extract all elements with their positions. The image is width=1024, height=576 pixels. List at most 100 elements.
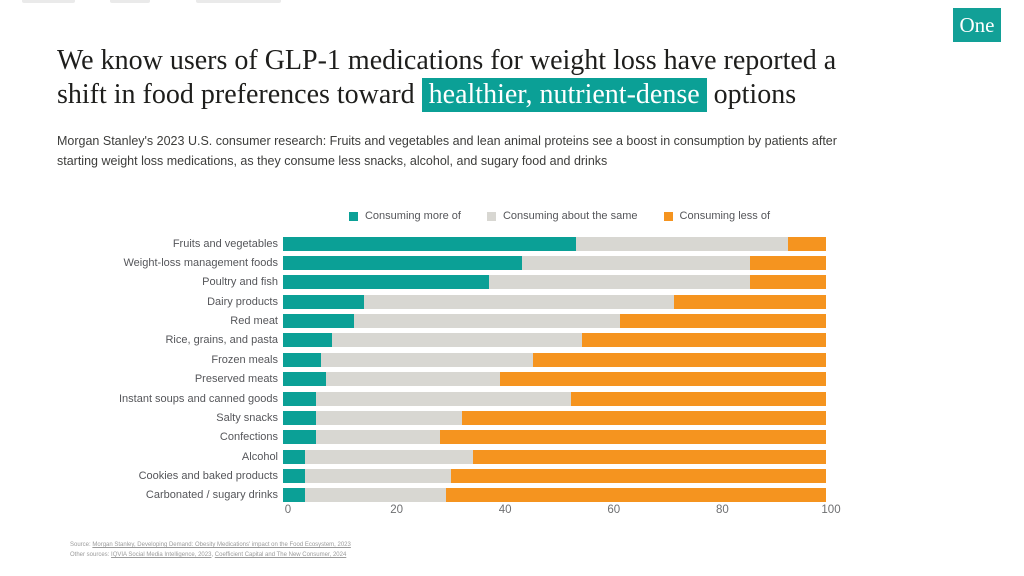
bar-segment-less (749, 256, 826, 271)
bar-segment-more (283, 391, 316, 406)
slide-subtitle: Morgan Stanley's 2023 U.S. consumer rese… (57, 134, 837, 168)
chart-row: Red meat (60, 311, 831, 330)
chart-row: Salty snacks (60, 408, 831, 427)
brand-logo-text: One (959, 12, 995, 37)
brand-logo: One (953, 8, 1001, 42)
bar-track (283, 468, 826, 483)
category-label: Poultry and fish (202, 276, 278, 289)
category-label: Preserved meats (194, 373, 278, 386)
chart-row: Preserved meats (60, 370, 831, 389)
bar-track (283, 430, 826, 445)
x-axis: 0 20 40 60 80 100 (285, 504, 841, 518)
bar-segment-more (283, 410, 316, 425)
chart-row: Instant soups and canned goods (60, 389, 831, 408)
bar-segment-same (489, 275, 750, 290)
x-axis-tick: 20 (390, 504, 403, 516)
bar-segment-same (315, 430, 441, 445)
bar-segment-less (440, 430, 826, 445)
bar-track (283, 236, 826, 251)
bar-track (283, 314, 826, 329)
source-separator: , (211, 552, 215, 559)
chart-row: Weight-loss management foods (60, 253, 831, 272)
x-axis-tick: 100 (821, 504, 841, 516)
bar-segment-same (321, 352, 533, 367)
bar-segment-less (749, 275, 826, 290)
bar-track (283, 391, 826, 406)
chart-row: Rice, grains, and pasta (60, 331, 831, 350)
top-edge-artifact (22, 0, 75, 3)
legend-swatch-teal-icon (348, 211, 358, 221)
title-line-2-post: options (706, 79, 797, 111)
bar-segment-same (353, 314, 620, 329)
bar-segment-less (462, 410, 826, 425)
legend-item-consuming-more: Consuming more of (348, 210, 461, 222)
top-edge-artifact (196, 0, 281, 3)
bar-track (283, 352, 826, 367)
bar-segment-same (331, 333, 582, 348)
bar-track (283, 372, 826, 387)
bar-track (283, 488, 826, 503)
source-link[interactable]: Morgan Stanley, Developing Demand: Obesi… (92, 542, 351, 548)
slide-title: We know users of GLP-1 medications for w… (57, 44, 937, 113)
bar-segment-same (304, 449, 474, 464)
bar-segment-same (315, 410, 463, 425)
category-label: Confections (219, 431, 278, 444)
bar-track (283, 275, 826, 290)
bar-segment-more (283, 449, 305, 464)
bar-segment-more (283, 256, 522, 271)
legend-label: Consuming less of (679, 210, 771, 222)
category-label: Weight-loss management foods (123, 257, 279, 270)
x-axis-tick: 80 (715, 504, 729, 516)
bar-segment-same (304, 468, 452, 483)
category-label: Carbonated / sugary drinks (145, 489, 278, 502)
category-label: Alcohol (241, 450, 278, 463)
bar-segment-less (570, 391, 826, 406)
bar-segment-more (283, 333, 332, 348)
source-label: Source: (70, 542, 91, 548)
legend-label: Consuming more of (364, 210, 461, 222)
legend-swatch-orange-icon (663, 211, 673, 221)
bar-segment-more (283, 430, 316, 445)
chart-row: Carbonated / sugary drinks (60, 486, 831, 505)
bar-segment-less (500, 372, 826, 387)
other-source-link-1[interactable]: IQVIA Social Media Intelligence, 2023 (111, 552, 212, 559)
chart-row: Frozen meals (60, 350, 831, 369)
chart-row: Poultry and fish (60, 273, 831, 292)
top-edge-artifact (110, 0, 150, 3)
category-label: Instant soups and canned goods (118, 392, 278, 405)
bar-segment-less (451, 468, 826, 483)
bar-segment-more (283, 372, 327, 387)
chart-row: Fruits and vegetables (60, 234, 831, 253)
bar-segment-less (787, 236, 826, 251)
bar-segment-less (619, 314, 826, 329)
bar-segment-more (283, 488, 305, 503)
bar-segment-more (283, 314, 354, 329)
bar-segment-same (304, 488, 446, 503)
category-label: Frozen meals (211, 353, 278, 366)
chart-row: Cookies and baked products (60, 466, 831, 485)
bar-segment-more (283, 236, 577, 251)
title-line-2-pre: shift in food preferences toward (57, 79, 422, 111)
x-axis-tick: 60 (607, 504, 621, 516)
other-sources-label: Other sources: (70, 552, 110, 559)
source-line-2: Other sources: IQVIA Social Media Intell… (70, 550, 351, 560)
bar-segment-less (532, 352, 826, 367)
legend-label: Consuming about the same (502, 210, 638, 222)
source-note: Source: Morgan Stanley, Developing Deman… (70, 540, 351, 560)
bar-track (283, 294, 826, 309)
bar-track (283, 449, 826, 464)
stacked-bar-chart: Fruits and vegetables Weight-loss managem… (60, 234, 831, 505)
bar-segment-same (326, 372, 501, 387)
bar-segment-less (581, 333, 826, 348)
bar-segment-less (445, 488, 826, 503)
category-label: Rice, grains, and pasta (165, 334, 278, 347)
x-axis-tick: 40 (498, 504, 512, 516)
bar-segment-same (576, 236, 788, 251)
chart-row: Dairy products (60, 292, 831, 311)
bar-segment-more (283, 294, 365, 309)
bar-segment-more (283, 468, 305, 483)
legend-swatch-gray-icon (486, 211, 496, 221)
bar-track (283, 256, 826, 271)
other-source-link-2[interactable]: Coefficient Capital and The New Consumer… (214, 552, 347, 559)
